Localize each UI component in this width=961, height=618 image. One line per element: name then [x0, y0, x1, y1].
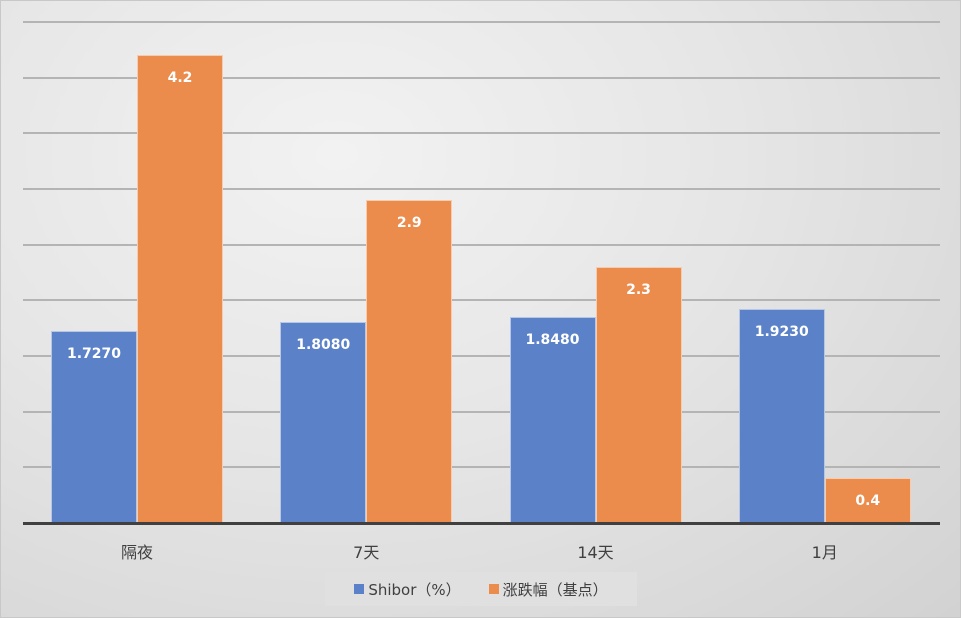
plot-area: 1.7270 4.2 1.8080 2.9 1.8480 2.3 1.9230 0.4: [23, 1, 940, 524]
gridline: [23, 410, 940, 413]
data-label: 0.4: [855, 493, 881, 510]
data-label: 1.8080: [296, 336, 351, 353]
bar-shibor-2: 1.8480: [509, 317, 596, 523]
x-tick-label: 隔夜: [120, 543, 153, 562]
gridline: [23, 188, 940, 190]
legend-swatch-orange-icon: [488, 584, 499, 594]
bar-change-3: 0.4: [824, 478, 911, 523]
data-label: 1.7270: [66, 345, 122, 362]
legend: Shibor（%） 涨跌幅（基点）: [325, 572, 637, 606]
bar-change-1: 2.9: [366, 200, 453, 523]
bar-shibor-1: 1.8080: [280, 321, 367, 523]
gridline: [23, 466, 940, 469]
gridline: [23, 299, 940, 302]
x-tick-label: 1月: [811, 543, 838, 562]
bar-shibor-3: 1.9230: [738, 308, 825, 523]
legend-item-change: 涨跌幅（基点）: [488, 579, 608, 600]
bar-change-2: 2.3: [595, 266, 682, 523]
legend-label: 涨跌幅（基点）: [502, 580, 608, 599]
x-axis-line: [23, 522, 940, 525]
x-tick-label: 14天: [577, 543, 614, 562]
gridline: [23, 243, 940, 246]
legend-swatch-blue-icon: [354, 584, 365, 594]
gridline: [23, 21, 940, 23]
gridline: [23, 76, 940, 79]
data-label: 1.9230: [754, 323, 809, 340]
bar-change-0: 4.2: [137, 55, 223, 523]
data-label: 4.2: [167, 70, 193, 87]
gridline: [23, 355, 940, 357]
x-tick-label: 7天: [353, 543, 380, 562]
gridline: [23, 132, 940, 135]
data-label: 2.9: [396, 215, 422, 232]
data-label: 1.8480: [525, 332, 580, 349]
bar-shibor-0: 1.7270: [51, 330, 137, 523]
legend-label: Shibor（%）: [368, 580, 461, 599]
data-label: 2.3: [626, 281, 651, 298]
legend-item-shibor: Shibor（%）: [354, 579, 461, 600]
